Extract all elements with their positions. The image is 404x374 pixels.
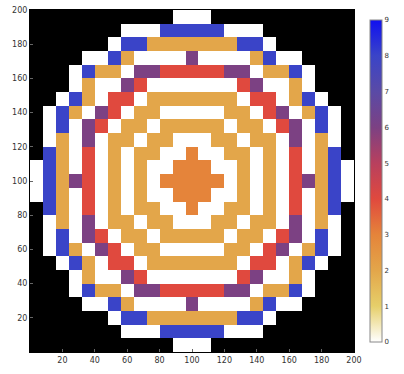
svg-text:3: 3 xyxy=(384,231,388,239)
svg-text:160: 160 xyxy=(12,74,27,83)
svg-text:20: 20 xyxy=(17,314,27,323)
svg-text:8: 8 xyxy=(384,52,388,60)
svg-text:200: 200 xyxy=(12,6,27,15)
svg-text:80: 80 xyxy=(17,211,27,220)
svg-text:40: 40 xyxy=(17,279,27,288)
svg-text:60: 60 xyxy=(17,245,27,254)
svg-text:140: 140 xyxy=(249,356,264,365)
svg-text:60: 60 xyxy=(122,356,132,365)
svg-text:4: 4 xyxy=(384,195,389,203)
svg-text:5: 5 xyxy=(384,160,388,168)
svg-text:180: 180 xyxy=(314,356,329,365)
svg-text:6: 6 xyxy=(384,124,389,132)
svg-text:0: 0 xyxy=(384,338,388,346)
svg-text:100: 100 xyxy=(12,177,27,186)
svg-text:140: 140 xyxy=(12,108,27,117)
svg-text:120: 120 xyxy=(12,143,27,152)
svg-text:100: 100 xyxy=(184,356,199,365)
svg-text:200: 200 xyxy=(346,356,361,365)
svg-text:1: 1 xyxy=(384,303,388,311)
svg-text:120: 120 xyxy=(217,356,232,365)
svg-text:9: 9 xyxy=(384,16,388,24)
svg-text:7: 7 xyxy=(384,88,388,96)
svg-text:180: 180 xyxy=(12,40,27,49)
svg-text:2: 2 xyxy=(384,267,388,275)
svg-text:160: 160 xyxy=(282,356,297,365)
svg-text:40: 40 xyxy=(90,356,100,365)
svg-text:80: 80 xyxy=(155,356,165,365)
svg-text:20: 20 xyxy=(57,356,67,365)
